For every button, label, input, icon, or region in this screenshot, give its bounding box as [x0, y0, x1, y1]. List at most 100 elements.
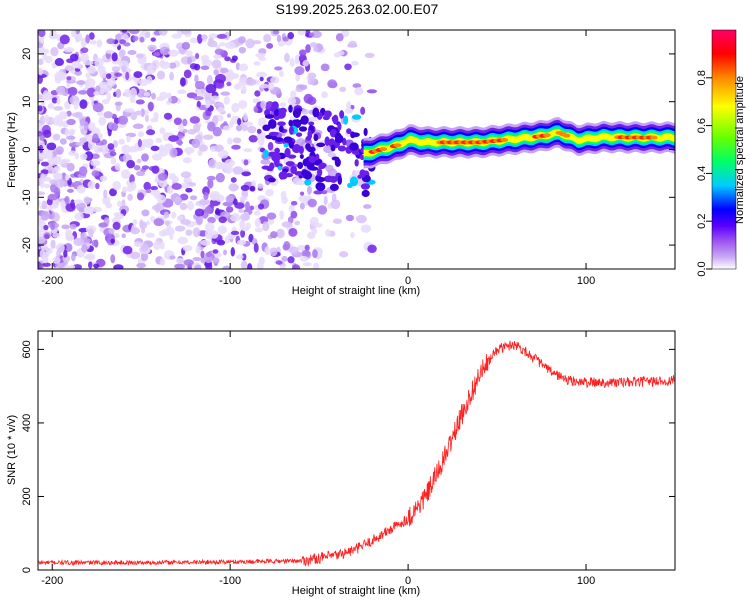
spectrogram-cell [196, 33, 203, 44]
spectrogram-cell [111, 52, 118, 62]
spectrogram-cell [52, 133, 61, 141]
spectrogram-cell [287, 256, 295, 264]
spectrogram-cell [279, 102, 287, 107]
spectrogram-cell [72, 264, 82, 269]
spectrogram-cell [186, 56, 193, 65]
spectrogram-cell [281, 221, 293, 228]
spectrogram-cell [337, 175, 343, 185]
spectrogram-cell [64, 174, 70, 181]
spectrogram-cell [54, 74, 62, 84]
spectrogram-cell [133, 241, 143, 248]
spectrogram-cell [364, 52, 375, 59]
spectrogram-cell [232, 137, 242, 144]
spectrogram-cell [255, 52, 266, 58]
spectrogram-cell [150, 145, 160, 152]
spectrogram-cell [87, 66, 97, 74]
spectrogram-cell [192, 256, 202, 262]
spectrogram-cell [207, 216, 216, 224]
spectrogram-x-ticks: -200 -100 0 100 [41, 30, 595, 287]
spectrogram-cell [133, 71, 143, 79]
spectrogram-cell [294, 108, 303, 113]
spectrogram-cell [282, 36, 289, 42]
spectrogram-cell [68, 130, 75, 136]
spectrogram-cell [307, 96, 317, 106]
spectrogram-cell [351, 60, 359, 66]
colorbar-label: Normalized spectral amplitude [734, 76, 746, 224]
spectrogram-cell [224, 159, 236, 168]
spectrogram-cell [70, 30, 77, 38]
spectrogram-cell [264, 246, 271, 256]
spectrogram-cell [145, 189, 152, 194]
spectrogram-cell [40, 169, 50, 175]
spectrogram-cell [126, 135, 131, 143]
spectrogram-cell [204, 100, 211, 109]
spectrogram-cell [167, 97, 172, 103]
spectrogram-cell [59, 138, 67, 145]
spectrogram-cell [307, 198, 317, 208]
spectrogram-cell [38, 153, 48, 160]
spectrogram-cell [59, 34, 70, 45]
spectrogram-cell [215, 172, 225, 183]
spectrogram-cell [143, 181, 151, 191]
spectrogram-cell [325, 164, 334, 173]
spectrogram-cell [176, 89, 187, 95]
spectrogram-cell [136, 158, 142, 164]
spectrogram-cell [192, 227, 201, 238]
spectrogram-cell [207, 121, 216, 132]
snr-x-ticks: -200 -100 0 100 [41, 331, 595, 587]
spectrogram-cell [40, 244, 48, 251]
spectrogram-cell [177, 138, 183, 146]
spectrogram-cell [334, 132, 342, 142]
spectrogram-cell [54, 178, 65, 188]
spectrogram-cell [185, 187, 193, 193]
spectrogram-cell [136, 170, 146, 177]
x-tick-label: -200 [41, 575, 63, 587]
spectrogram-cell [213, 53, 222, 60]
spectrogram-cell [220, 67, 229, 74]
spectrogram-cell [42, 92, 53, 101]
spectrogram-cell [206, 74, 213, 85]
spectrogram-cell [39, 115, 46, 126]
colorbar-gradient [711, 29, 737, 270]
spectrogram-cell [41, 48, 49, 54]
spectrogram-cell [176, 215, 184, 221]
spectrogram-cell [69, 264, 76, 269]
spectrogram-cell [93, 263, 100, 269]
spectrogram-cell [292, 264, 301, 269]
spectrogram-cell [168, 62, 177, 69]
spectrogram-cell [111, 122, 119, 132]
spectrogram-cell [110, 157, 117, 165]
colorbar-tick-label: 0.8 [696, 70, 708, 85]
spectrogram-cell [38, 121, 43, 132]
spectrogram-peak [379, 147, 388, 152]
spectrogram-cell [38, 236, 46, 244]
spectrogram-cell [231, 55, 238, 62]
spectrogram-cell [337, 145, 347, 152]
figure-title: S199.2025.263.02.00.E07 [276, 1, 439, 17]
spectrogram-cell [350, 131, 356, 139]
spectrogram-cell [267, 118, 277, 129]
spectrogram-cell [287, 96, 297, 106]
spectrogram-cell [63, 242, 73, 253]
spectrogram-cell [159, 258, 166, 267]
spectrogram-cell [169, 232, 174, 241]
spectrogram-cell [267, 82, 275, 91]
spectrogram-cell [254, 227, 264, 233]
spectrogram-cell [103, 189, 108, 199]
spectrogram-cell [44, 114, 50, 123]
spectrogram-cell [140, 252, 149, 262]
spectrogram-cell [349, 176, 359, 187]
spectrogram-peak [562, 133, 571, 138]
spectrogram-cell [299, 202, 305, 210]
spectrogram-cell [213, 102, 224, 107]
spectrogram-cell [38, 94, 44, 100]
spectrogram-peak [393, 143, 402, 148]
spectrogram-cell [296, 147, 303, 153]
spectrogram-cell [151, 59, 161, 69]
spectrogram-cell [146, 75, 153, 84]
spectrogram-cell [145, 138, 154, 146]
spectrogram-cell [122, 245, 133, 255]
spectrogram-cell [214, 48, 225, 55]
